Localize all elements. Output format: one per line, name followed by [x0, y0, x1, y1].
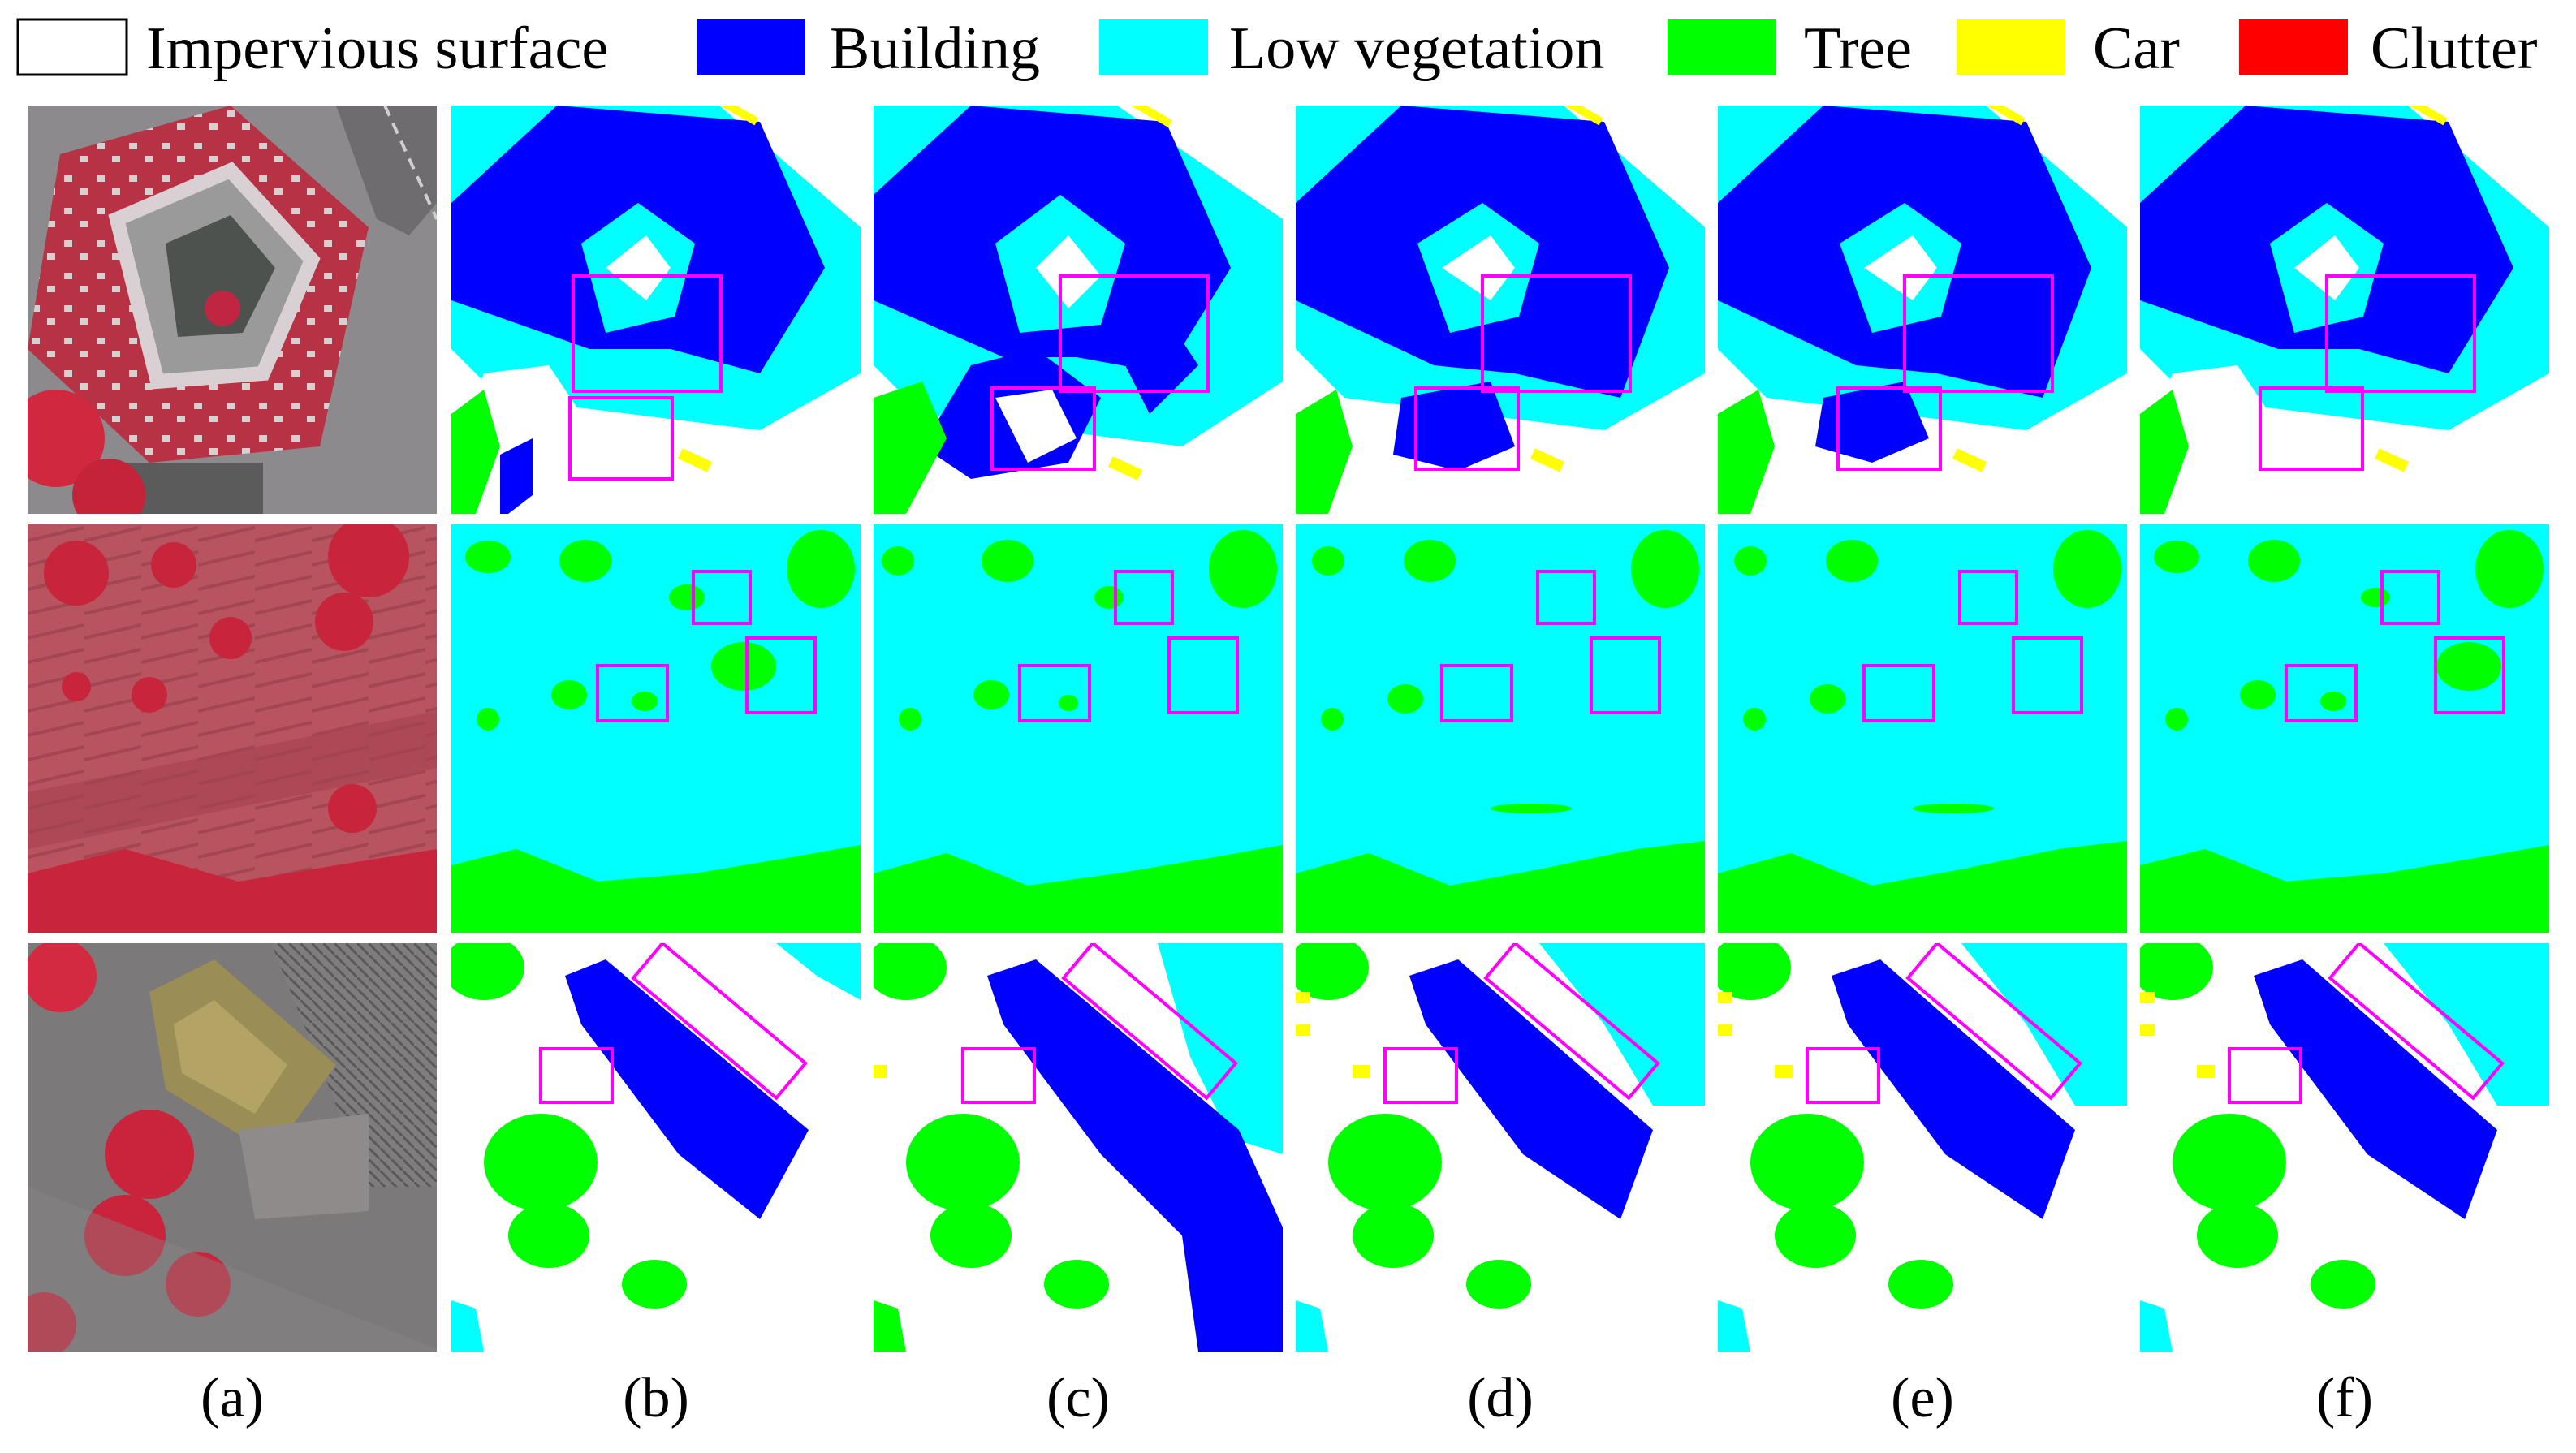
legend-swatch-clutter [2239, 19, 2348, 75]
column-labels: (a) (b) (c) (d) (e) (f) [201, 1367, 2373, 1429]
seg-row2-col-f [2140, 524, 2549, 933]
legend-label-low-vegetation: Low vegetation [1229, 15, 1604, 82]
seg-row2-col-c [874, 524, 1283, 933]
legend-label-building: Building [830, 15, 1040, 82]
legend-label-tree: Tree [1804, 15, 1912, 82]
seg-row1-col-b [451, 106, 861, 514]
legend: Impervious surface Building Low vegetati… [16, 15, 2538, 82]
seg-row2-col-e [1718, 524, 2127, 933]
input-image-row2 [28, 524, 437, 933]
column-label-b: (b) [623, 1367, 689, 1429]
column-label-c: (c) [1046, 1367, 1110, 1429]
seg-row3-col-d [1296, 943, 1705, 1352]
legend-swatch-tree [1668, 19, 1776, 75]
seg-row3-col-b [451, 943, 861, 1352]
input-image-row1 [28, 106, 437, 514]
seg-row1-col-d [1296, 106, 1705, 514]
legend-label-clutter: Clutter [2371, 15, 2538, 82]
column-label-f: (f) [2316, 1367, 2373, 1429]
seg-row2-col-b [451, 524, 861, 933]
legend-swatch-impervious-surface [16, 18, 128, 76]
seg-row1-col-e [1718, 106, 2127, 514]
seg-row1-col-f [2140, 106, 2549, 514]
seg-row1-col-c [874, 106, 1283, 514]
seg-row3-col-c [874, 943, 1283, 1352]
seg-row3-col-e [1718, 943, 2127, 1352]
legend-swatch-car [1957, 19, 2065, 75]
legend-swatch-low-vegetation [1099, 19, 1208, 75]
column-label-e: (e) [1891, 1367, 1954, 1429]
input-image-row3 [28, 943, 437, 1352]
column-label-a: (a) [201, 1367, 264, 1429]
legend-label-impervious-surface: Impervious surface [146, 15, 608, 82]
seg-row3-col-f [2140, 943, 2549, 1352]
legend-label-car: Car [2093, 15, 2180, 82]
column-label-d: (d) [1467, 1367, 1534, 1429]
seg-row2-col-d [1296, 524, 1705, 933]
legend-swatch-building [697, 19, 805, 75]
